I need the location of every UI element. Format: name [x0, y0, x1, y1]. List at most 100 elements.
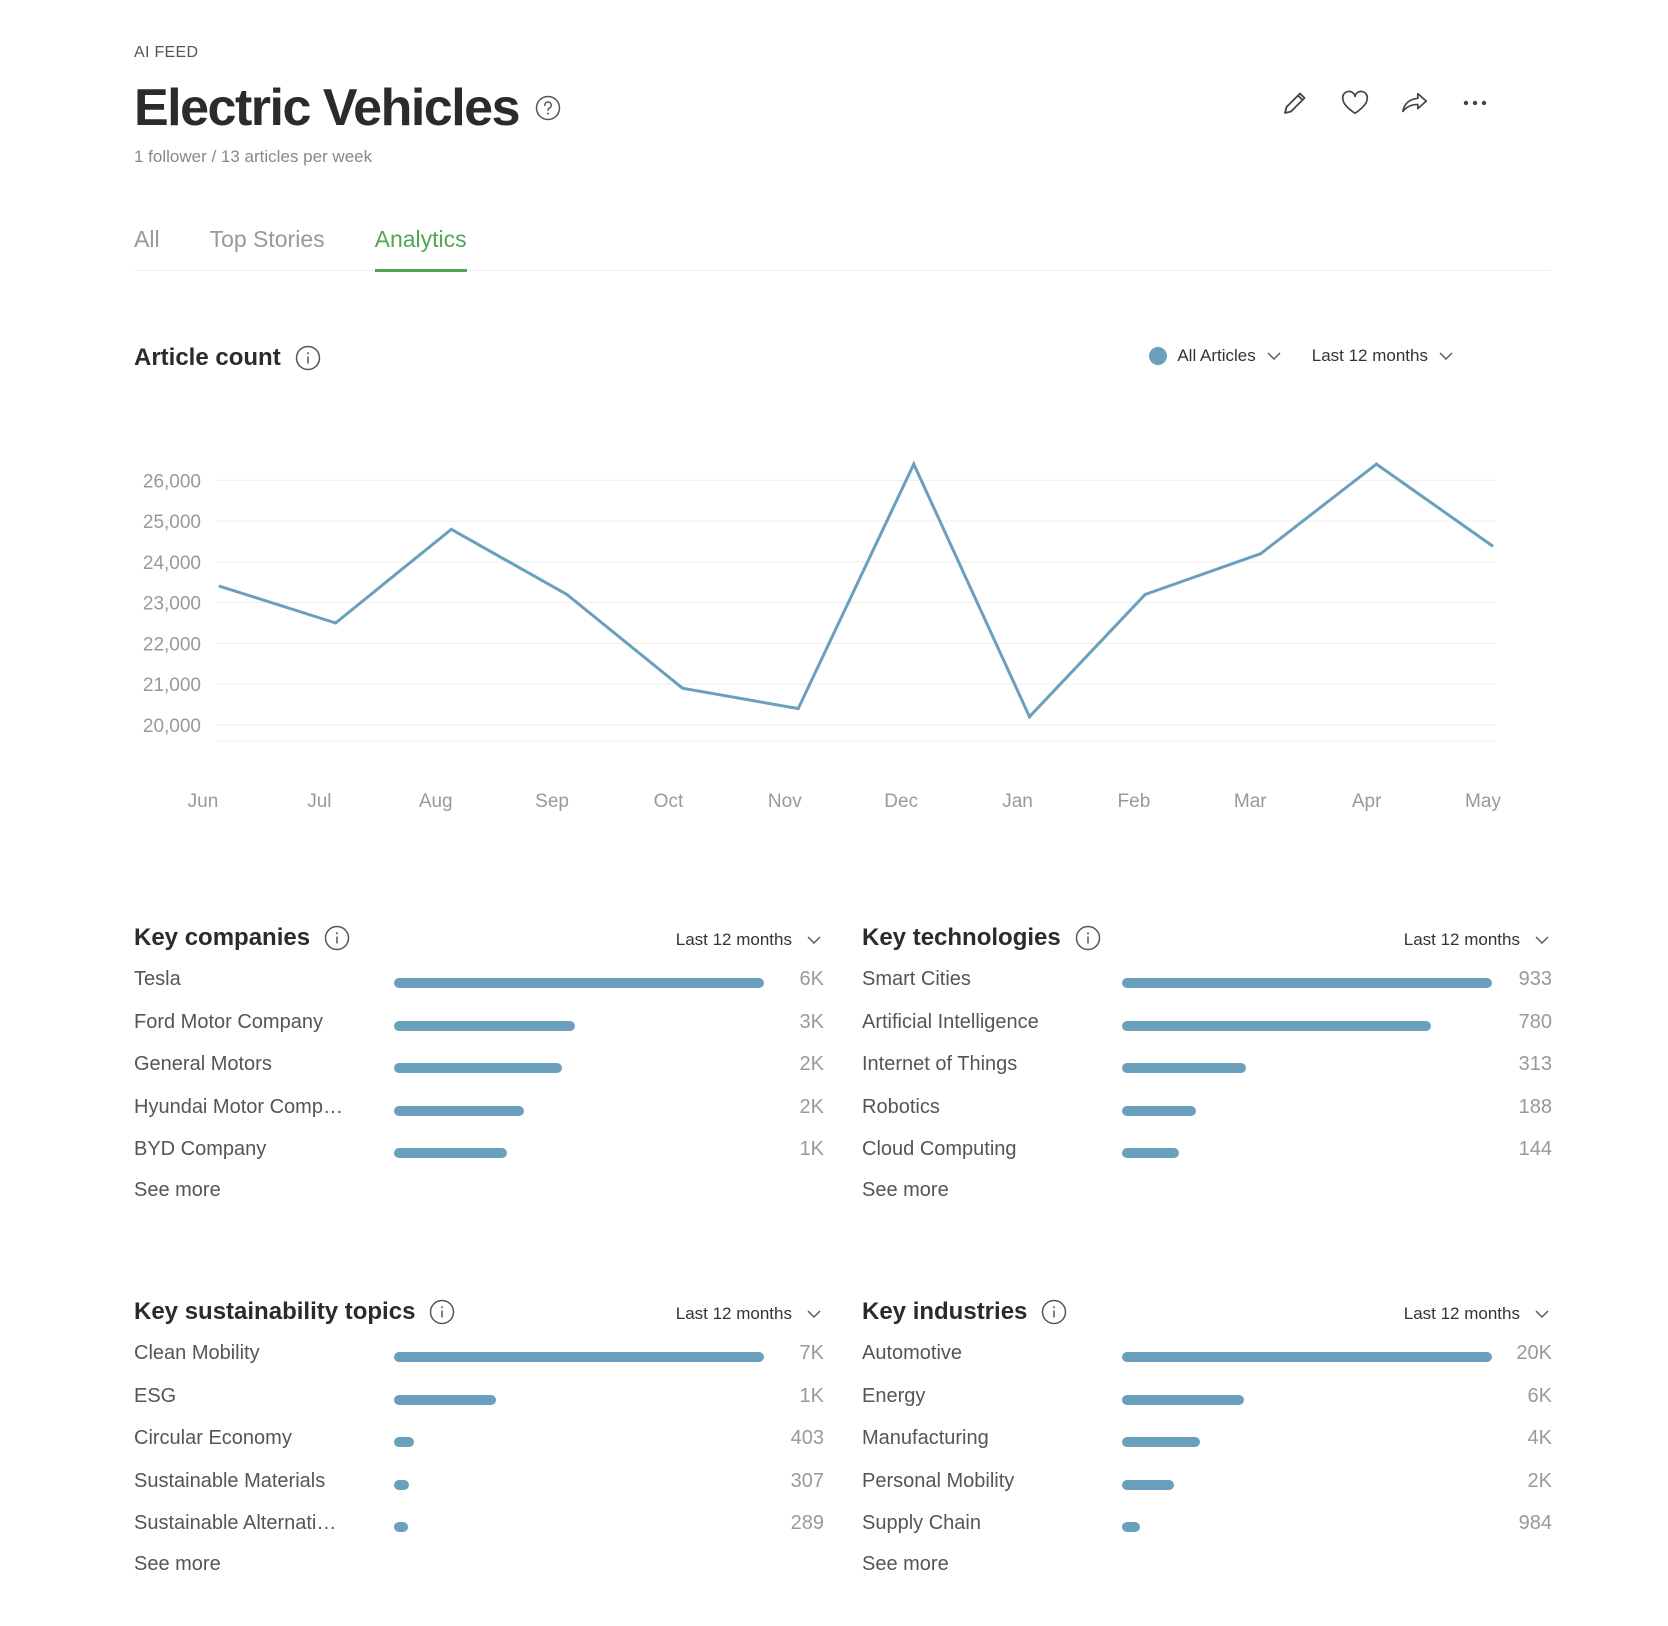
item-label: Hyundai Motor Comp…: [134, 1095, 343, 1118]
data-point: [912, 462, 916, 466]
key-sustainability-topics-panel: Key sustainability topics Last 12 months C…: [134, 1298, 824, 1576]
item-value: 4K: [1527, 1427, 1552, 1449]
series-dropdown[interactable]: All Articles: [1149, 346, 1281, 366]
list-item[interactable]: BYD Company 1K: [134, 1134, 824, 1177]
article-count-header: Article count: [134, 344, 321, 372]
list-item[interactable]: General Motors 2K: [134, 1049, 824, 1092]
panel-title-wrap: Key sustainability topics: [134, 1298, 824, 1326]
legend-dot: [1149, 347, 1168, 365]
x-tick-label: Dec: [884, 791, 918, 812]
more-icon[interactable]: [1460, 88, 1490, 118]
item-value: 289: [790, 1512, 824, 1534]
y-tick-label: 24,000: [143, 553, 201, 574]
item-bar: [1122, 1148, 1179, 1158]
item-value: 20K: [1516, 1342, 1552, 1364]
info-icon[interactable]: [1041, 1299, 1067, 1325]
item-label: Internet of Things: [862, 1053, 1018, 1075]
data-point: [449, 527, 453, 531]
list-item[interactable]: Supply Chain 984: [862, 1508, 1552, 1551]
x-tick-label: Feb: [1118, 791, 1151, 812]
chevron-down-icon: [807, 1310, 821, 1318]
tab-all[interactable]: All: [134, 226, 160, 252]
item-bar: [1122, 978, 1492, 988]
chevron-down-icon: [1535, 936, 1549, 944]
item-value: 2K: [799, 1053, 824, 1075]
range-dropdown[interactable]: Last 12 months: [676, 930, 822, 950]
data-point: [1143, 592, 1147, 596]
range-dropdown[interactable]: Last 12 months: [1312, 346, 1454, 366]
range-dropdown-label: Last 12 months: [1311, 346, 1428, 365]
share-icon[interactable]: [1400, 88, 1430, 118]
article-count-title: Article count: [134, 344, 281, 371]
feed-subtitle: 1 follower / 13 articles per week: [134, 147, 373, 166]
y-tick-label: 25,000: [143, 512, 201, 533]
item-label: Automotive: [862, 1342, 963, 1364]
list-item[interactable]: Sustainable Alternati… 289: [134, 1508, 824, 1551]
item-bar: [1122, 1437, 1200, 1447]
info-icon[interactable]: [295, 345, 321, 371]
panel-header: Key technologies Last 12 months: [862, 924, 1552, 964]
data-point: [1374, 462, 1378, 466]
range-dropdown[interactable]: Last 12 months: [676, 1304, 822, 1324]
panel-title: Key companies: [134, 924, 311, 951]
panel-header: Key companies Last 12 months: [134, 924, 824, 964]
chevron-down-icon: [1267, 352, 1281, 360]
y-tick-label: 26,000: [143, 471, 201, 492]
info-icon[interactable]: [324, 925, 350, 951]
list-item[interactable]: Clean Mobility 7K: [134, 1338, 824, 1381]
list-item[interactable]: Personal Mobility 2K: [862, 1466, 1552, 1509]
tab-top-stories[interactable]: Top Stories: [209, 226, 325, 252]
list-item[interactable]: Energy 6K: [862, 1381, 1552, 1424]
key-technologies-panel: Key technologies Last 12 months Smart Citi…: [862, 924, 1552, 1202]
item-bar: [394, 1063, 562, 1073]
list-item[interactable]: Cloud Computing 144: [862, 1134, 1552, 1177]
list-item[interactable]: Automotive 20K: [862, 1338, 1552, 1381]
item-bar: [394, 1352, 764, 1362]
list-item[interactable]: ESG 1K: [134, 1381, 824, 1424]
data-point: [1027, 715, 1031, 719]
list-item[interactable]: Circular Economy 403: [134, 1423, 824, 1466]
see-more-link[interactable]: See more: [862, 1178, 949, 1201]
info-icon[interactable]: [1075, 925, 1101, 951]
list-item[interactable]: Ford Motor Company 3K: [134, 1007, 824, 1050]
range-dropdown-label: Last 12 months: [675, 930, 792, 949]
see-more-link[interactable]: See more: [862, 1552, 949, 1575]
item-label: Ford Motor Company: [134, 1010, 323, 1033]
heart-icon[interactable]: [1340, 88, 1370, 118]
item-bar: [394, 978, 764, 988]
chevron-down-icon: [807, 936, 821, 944]
list-item[interactable]: Sustainable Materials 307: [134, 1466, 824, 1509]
range-dropdown-label: Last 12 months: [675, 1304, 792, 1323]
list-item[interactable]: Internet of Things 313: [862, 1049, 1552, 1092]
item-label: Sustainable Alternati…: [134, 1512, 337, 1534]
range-dropdown-label: Last 12 months: [1403, 1304, 1520, 1323]
item-bar: [1122, 1063, 1246, 1073]
list-item[interactable]: Hyundai Motor Comp… 2K: [134, 1092, 824, 1135]
item-value: 1K: [799, 1138, 824, 1160]
item-value: 2K: [799, 1095, 824, 1118]
see-more-link[interactable]: See more: [134, 1552, 221, 1575]
list-item[interactable]: Tesla 6K: [134, 964, 824, 1007]
list-item[interactable]: Manufacturing 4K: [862, 1423, 1552, 1466]
series-dropdown-label: All Articles: [1177, 346, 1256, 365]
x-tick-label: Aug: [419, 791, 453, 812]
list-item[interactable]: Robotics 188: [862, 1092, 1552, 1135]
data-point: [218, 584, 222, 588]
feed-eyebrow: AI FEED: [134, 44, 199, 61]
range-dropdown[interactable]: Last 12 months: [1404, 930, 1550, 950]
list-item[interactable]: Smart Cities 933: [862, 964, 1552, 1007]
pencil-icon[interactable]: [1280, 88, 1310, 118]
panel-title-wrap: Key technologies: [862, 924, 1552, 952]
info-icon[interactable]: [429, 1299, 455, 1325]
item-label: Sustainable Materials: [134, 1469, 326, 1492]
range-dropdown[interactable]: Last 12 months: [1404, 1304, 1550, 1324]
see-more-link[interactable]: See more: [134, 1178, 221, 1201]
item-label: Clean Mobility: [134, 1342, 260, 1364]
feed-tabs: All Top Stories Analytics: [134, 224, 1551, 272]
x-tick-label: Jan: [1002, 791, 1033, 812]
help-icon[interactable]: [535, 95, 561, 121]
item-value: 3K: [799, 1010, 824, 1033]
list-item[interactable]: Artificial Intelligence 780: [862, 1007, 1552, 1050]
item-label: Personal Mobility: [862, 1469, 1015, 1492]
tab-analytics[interactable]: Analytics: [374, 224, 467, 272]
